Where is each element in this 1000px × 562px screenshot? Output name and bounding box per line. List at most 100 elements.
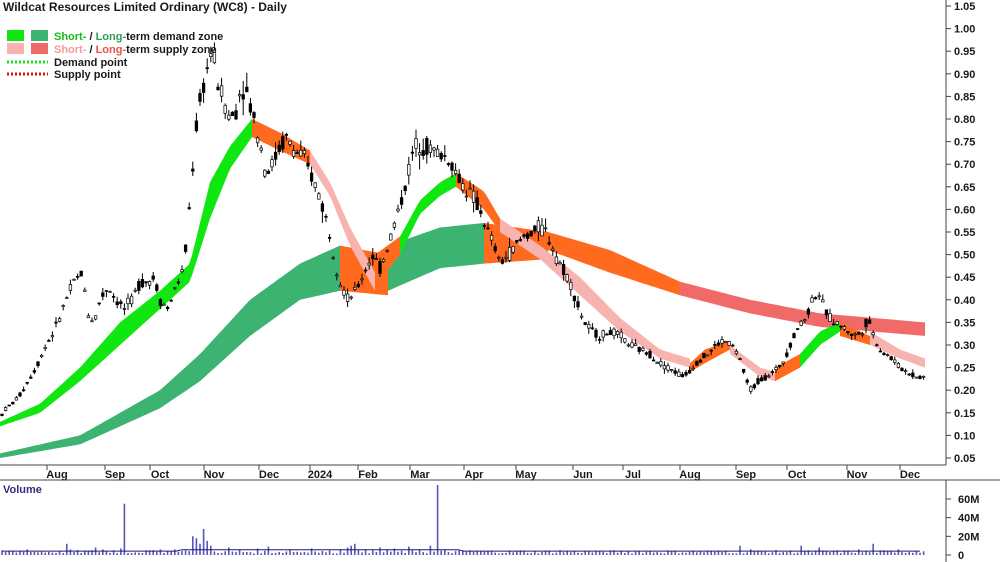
- volume-bar: [861, 552, 864, 555]
- legend-demand-rest: term demand zone: [126, 31, 223, 43]
- candle: [623, 338, 627, 344]
- candle: [482, 223, 487, 230]
- price-tick-label: 0.05: [954, 453, 975, 465]
- candle-body: [72, 278, 76, 281]
- price-tick-label: 0.85: [954, 91, 975, 103]
- candle-body: [738, 358, 742, 360]
- candle-body: [122, 308, 127, 310]
- volume-bar: [285, 551, 288, 555]
- candle: [101, 288, 105, 301]
- volume-bar: [84, 551, 86, 555]
- candle-body: [201, 82, 206, 93]
- volume-average-line: [2, 549, 920, 552]
- candle-body: [756, 378, 760, 385]
- candle-body: [263, 169, 267, 177]
- volume-bar: [123, 503, 126, 555]
- candle-body: [583, 322, 587, 325]
- candle-body: [183, 244, 188, 252]
- candle-body: [209, 53, 213, 57]
- candle-body: [327, 237, 332, 239]
- candle-body: [853, 333, 857, 336]
- volume-bar: [238, 549, 241, 555]
- candle-body: [50, 335, 55, 338]
- candle: [630, 339, 634, 349]
- candle: [468, 180, 472, 190]
- zone-band-short-term-supply-transition: [375, 236, 400, 287]
- candle: [187, 202, 191, 211]
- price-tick-label: 1.00: [954, 24, 975, 36]
- candle-body: [813, 297, 818, 300]
- candle-body: [385, 250, 389, 252]
- candle: [284, 132, 289, 141]
- candle: [277, 140, 281, 155]
- candle: [327, 234, 332, 243]
- candle: [612, 327, 616, 340]
- candle-body: [3, 407, 8, 411]
- candle-body: [489, 234, 494, 241]
- price-tick-label: 0.65: [954, 182, 975, 194]
- volume-bar: [393, 548, 396, 555]
- candle-body: [561, 264, 566, 275]
- candle-body: [299, 149, 303, 157]
- candle: [533, 224, 537, 234]
- volume-bar: [109, 552, 111, 555]
- candle: [61, 304, 65, 311]
- volume-bar: [811, 552, 813, 555]
- candle: [403, 185, 407, 195]
- candle: [687, 366, 692, 374]
- volume-bar: [793, 553, 795, 555]
- candle-body: [453, 169, 458, 175]
- legend-demand-point-label: Demand point: [54, 57, 128, 69]
- candle-body: [356, 283, 361, 288]
- volume-bar: [678, 553, 680, 555]
- volume-bar: [249, 552, 252, 555]
- candle-body: [90, 320, 94, 323]
- volume-bar: [595, 551, 597, 555]
- volume-bar: [872, 543, 874, 555]
- volume-bar: [418, 549, 421, 555]
- candle-body: [353, 286, 357, 290]
- candle: [0, 413, 4, 417]
- candle: [439, 151, 443, 162]
- candle: [446, 162, 451, 167]
- candle-body: [374, 258, 379, 260]
- candle: [234, 103, 238, 121]
- volume-bar: [843, 550, 846, 555]
- candle: [39, 353, 44, 359]
- volume-bar: [696, 552, 698, 555]
- candle-body: [493, 246, 497, 252]
- candle: [821, 294, 825, 303]
- candle: [432, 146, 436, 158]
- volume-bar: [22, 551, 25, 555]
- candle-body: [799, 320, 803, 326]
- volume-bar: [915, 551, 918, 555]
- candle: [457, 169, 461, 184]
- volume-bar: [890, 550, 892, 555]
- price-tick-label: 0.25: [954, 363, 975, 375]
- volume-bar: [714, 551, 716, 555]
- candle: [223, 103, 227, 119]
- candle-body: [324, 215, 328, 218]
- candle: [435, 144, 440, 157]
- candle: [605, 332, 609, 336]
- candle: [374, 253, 379, 260]
- candle-body: [18, 392, 22, 397]
- candle-body: [338, 284, 343, 288]
- volume-bar: [566, 551, 568, 555]
- candle-body: [230, 111, 235, 116]
- candle-body: [803, 319, 807, 322]
- candle: [842, 324, 847, 332]
- candle-body: [227, 114, 231, 120]
- candle-body: [173, 287, 177, 289]
- candle: [291, 145, 296, 159]
- candle: [518, 236, 523, 242]
- candle-body: [169, 299, 173, 302]
- candle-body: [551, 248, 555, 251]
- volume-bar: [562, 552, 565, 555]
- candle-body: [882, 352, 886, 356]
- volume-bar: [840, 553, 842, 555]
- candle: [723, 340, 728, 343]
- volume-bar: [152, 550, 154, 555]
- legend-demand-sep: /: [86, 31, 95, 43]
- candle-body: [659, 361, 663, 366]
